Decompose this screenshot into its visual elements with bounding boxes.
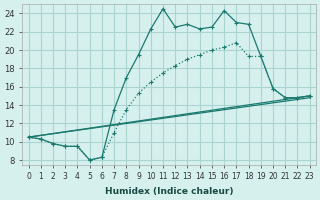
X-axis label: Humidex (Indice chaleur): Humidex (Indice chaleur) [105, 187, 233, 196]
